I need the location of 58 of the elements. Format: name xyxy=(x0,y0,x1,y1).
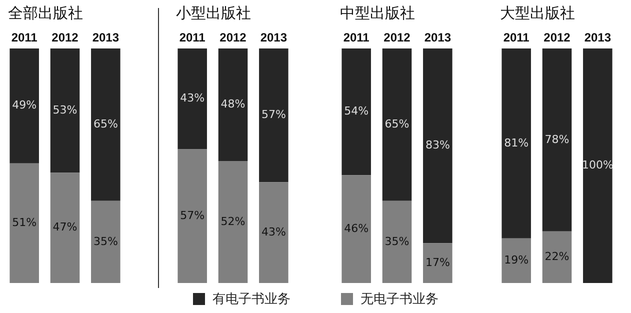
chart-title: 中型出版社 xyxy=(340,4,415,23)
bar xyxy=(423,243,452,283)
data-label: 22% xyxy=(544,250,570,264)
data-label: 83% xyxy=(425,138,450,152)
data-label: 17% xyxy=(425,256,450,269)
bar xyxy=(218,48,248,162)
bar xyxy=(91,200,120,283)
legend-label: 有电子书业务 xyxy=(212,291,290,308)
chart-title: 小型出版社 xyxy=(176,4,251,23)
data-label: 47% xyxy=(52,220,78,234)
bar xyxy=(91,48,120,201)
data-label: 19% xyxy=(504,254,529,267)
data-label: 78% xyxy=(544,132,570,146)
bar xyxy=(50,48,80,173)
data-label: 57% xyxy=(180,209,205,222)
x-tick-label: 2011 xyxy=(343,30,370,45)
chart-title: 全部出版社 xyxy=(8,4,83,23)
bar xyxy=(342,175,371,283)
bar xyxy=(10,48,39,164)
x-tick-label: 2013 xyxy=(260,30,288,45)
x-tick-label: 2011 xyxy=(11,30,38,45)
bar xyxy=(178,48,207,150)
x-tick-label: 2012 xyxy=(52,30,79,45)
x-tick-label: 2012 xyxy=(544,30,571,45)
bar xyxy=(382,48,412,201)
data-label: 54% xyxy=(344,104,369,118)
data-label: 81% xyxy=(504,136,529,150)
bar xyxy=(423,48,452,244)
bar xyxy=(259,182,288,283)
bar xyxy=(10,163,39,283)
data-label: 51% xyxy=(12,216,37,230)
data-label: 65% xyxy=(384,118,410,131)
x-tick-label: 2012 xyxy=(384,30,411,45)
bar xyxy=(382,200,412,283)
x-tick-label: 2012 xyxy=(220,30,247,45)
x-tick-label: 2013 xyxy=(424,30,452,45)
data-label: 46% xyxy=(344,222,369,235)
data-label: 57% xyxy=(261,108,286,122)
bar xyxy=(259,48,288,182)
x-tick-label: 2013 xyxy=(584,30,612,45)
data-label: 43% xyxy=(261,225,286,238)
x-tick-label: 2011 xyxy=(503,30,530,45)
legend-label: 无电子书业务 xyxy=(360,291,438,308)
bar xyxy=(178,149,207,283)
bar xyxy=(50,172,80,283)
data-label: 48% xyxy=(220,98,246,111)
data-label: 52% xyxy=(220,214,246,228)
data-label: 35% xyxy=(384,234,410,248)
x-tick-label: 2011 xyxy=(179,30,206,45)
data-label: 43% xyxy=(180,92,205,105)
bar xyxy=(218,161,248,283)
data-label: 65% xyxy=(93,118,118,131)
x-tick-label: 2013 xyxy=(92,30,120,45)
bar xyxy=(342,48,371,176)
chart-title: 大型出版社 xyxy=(500,4,575,23)
data-label: 53% xyxy=(52,103,78,116)
data-label: 35% xyxy=(93,234,118,248)
data-label: 49% xyxy=(12,98,37,112)
